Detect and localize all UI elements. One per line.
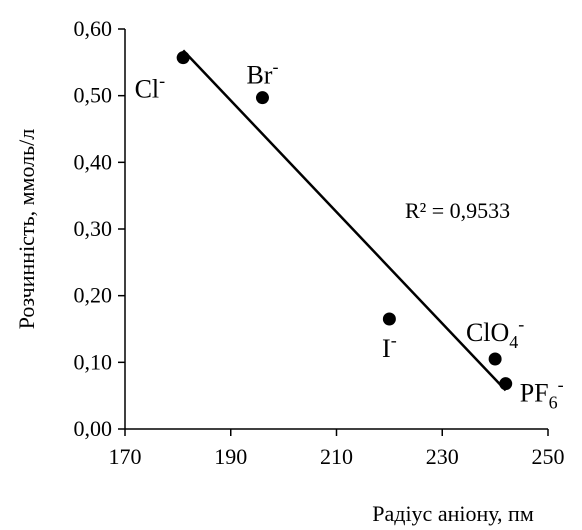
trendline-group — [182, 49, 507, 392]
point-label: ClO4- — [466, 314, 524, 352]
y-tick-label: 0,20 — [74, 283, 113, 308]
data-point — [499, 377, 513, 391]
y-tick-label: 0,00 — [74, 416, 113, 441]
data-point — [488, 352, 502, 366]
data-point — [382, 312, 396, 326]
x-axis-title: Радіус аніону, пм — [372, 501, 534, 526]
data-points — [176, 51, 513, 391]
point-label: Cl- — [135, 71, 166, 104]
x-tick-label: 190 — [214, 444, 247, 469]
data-point — [255, 91, 269, 105]
y-ticks: 0,00 0,10 0,20 0,30 0,40 0,50 0,60 — [74, 16, 125, 441]
trendline — [182, 49, 507, 392]
point-labels: Cl- Br- I- ClO4- PF6- — [135, 57, 564, 413]
x-ticks: 170 190 210 230 250 — [109, 429, 565, 469]
x-tick-label: 210 — [320, 444, 353, 469]
y-tick-label: 0,40 — [74, 149, 113, 174]
point-label: I- — [382, 330, 397, 363]
y-tick-label: 0,30 — [74, 216, 113, 241]
data-point — [176, 51, 190, 65]
y-tick-label: 0,60 — [74, 16, 113, 41]
x-tick-label: 250 — [532, 444, 565, 469]
r-squared-label: R² = 0,9533 — [405, 198, 510, 223]
y-axis-title: Розчинність, ммоль/л — [14, 129, 39, 330]
point-label: PF6- — [520, 375, 564, 413]
y-tick-label: 0,50 — [74, 83, 113, 108]
point-label: Br- — [246, 57, 278, 90]
x-tick-label: 230 — [426, 444, 459, 469]
y-tick-label: 0,10 — [74, 349, 113, 374]
x-tick-label: 170 — [109, 444, 142, 469]
